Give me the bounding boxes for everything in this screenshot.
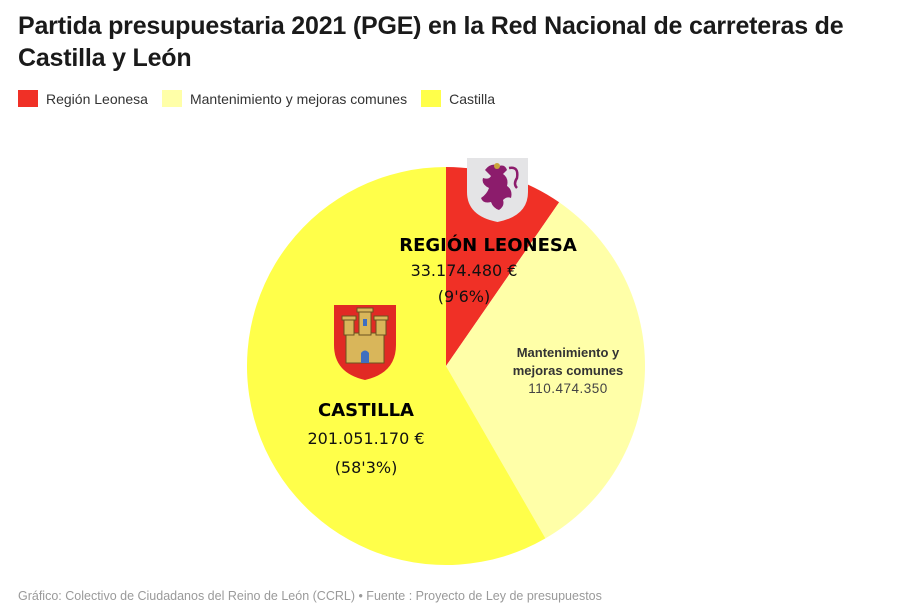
legend-swatch-yellow: [421, 90, 442, 107]
slice-percentage: (9'6%): [437, 287, 491, 306]
pie-slices: [246, 167, 645, 565]
legend-item-castilla[interactable]: Castilla: [421, 90, 495, 107]
chart-legend: Región Leonesa Mantenimiento y mejoras c…: [18, 90, 509, 107]
slice-name-line2: mejoras comunes: [512, 363, 624, 378]
legend-label: Región Leonesa: [46, 90, 148, 107]
slice-percentage: (58'3%): [334, 458, 398, 477]
lion-coat-of-arms-icon: [467, 158, 528, 222]
label-castilla: CASTILLA 201.051.170 € (58'3%): [266, 398, 466, 482]
slice-name-line1: Mantenimiento y: [516, 345, 620, 360]
legend-label: Castilla: [449, 90, 495, 107]
slice-value: 33.174.480 €: [410, 261, 518, 280]
pie-slice-region-leonesa[interactable]: [446, 167, 560, 366]
slice-name: CASTILLA: [318, 400, 414, 421]
slice-value: 201.051.170 €: [307, 429, 425, 448]
label-region-leonesa-values: 33.174.480 € (9'6%): [364, 258, 564, 310]
slice-name: REGIÓN LEONESA: [399, 235, 577, 256]
legend-item-region-leonesa[interactable]: Región Leonesa: [18, 90, 148, 107]
slice-value: 110.474.350: [528, 381, 608, 396]
chart-source-footer: Gráfico: Colectivo de Ciudadanos del Rei…: [18, 589, 602, 603]
chart-title: Partida presupuestaria 2021 (PGE) en la …: [18, 12, 844, 72]
legend-swatch-pale-yellow: [161, 90, 182, 107]
pie-slice-mantenimiento[interactable]: [446, 202, 645, 539]
castle-coat-of-arms-icon: [334, 305, 396, 380]
pie-slice-castilla[interactable]: [246, 167, 546, 565]
label-region-leonesa: REGIÓN LEONESA: [388, 235, 588, 256]
legend-item-mantenimiento[interactable]: Mantenimiento y mejoras comunes: [161, 90, 408, 107]
label-mantenimiento: Mantenimiento y mejoras comunes 110.474.…: [478, 344, 658, 398]
legend-label: Mantenimiento y mejoras comunes: [189, 90, 408, 107]
legend-swatch-red: [18, 90, 38, 107]
